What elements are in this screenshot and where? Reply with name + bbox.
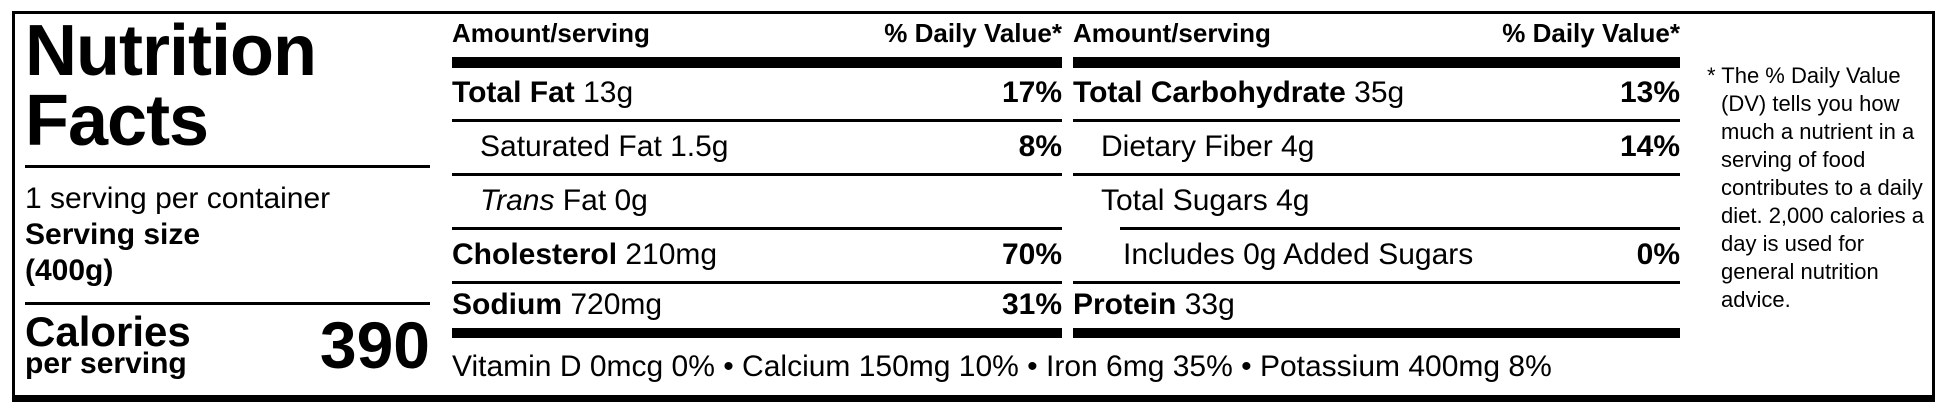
nutrient-row-sodium: Sodium 720mg 31% bbox=[452, 284, 1062, 338]
serving-size-value: (400g) bbox=[25, 254, 114, 287]
calories-sublabel: per serving bbox=[25, 347, 187, 380]
micronutrients-line: Vitamin D 0mcg 0% • Calcium 150mg 10% • … bbox=[452, 350, 1552, 383]
calories-labels: Calories per serving bbox=[25, 308, 191, 380]
nutrient-amount: Total Fat 13g bbox=[452, 75, 634, 109]
calories-row: Calories per serving 390 bbox=[25, 308, 430, 382]
nutrient-amount: Total Carbohydrate 35g bbox=[1073, 75, 1405, 109]
label-left-panel: Nutrition Facts 1 serving per container … bbox=[25, 11, 430, 382]
calories-label: Calories bbox=[25, 308, 191, 355]
nutrient-daily-value: 13% bbox=[1619, 75, 1680, 109]
nutrient-column-2: Amount/serving % Daily Value* Total Carb… bbox=[1073, 14, 1680, 338]
nutrient-daily-value: 70% bbox=[1001, 237, 1062, 271]
nutrient-row-cholesterol: Cholesterol 210mg 70% bbox=[452, 230, 1062, 284]
nutrient-daily-value: 8% bbox=[1018, 129, 1062, 163]
nutrient-daily-value: 31% bbox=[1001, 288, 1062, 321]
nutrient-amount: Trans Fat 0g bbox=[480, 183, 648, 217]
daily-value-header: % Daily Value* bbox=[884, 18, 1062, 48]
nutrient-daily-value: 0% bbox=[1636, 237, 1680, 271]
nutrient-amount: Total Sugars 4g bbox=[1101, 183, 1310, 217]
nutrient-row-saturated-fat: Saturated Fat 1.5g 8% bbox=[452, 122, 1062, 176]
nutrient-amount: Protein 33g bbox=[1073, 288, 1235, 321]
nutrient-amount: Sodium 720mg bbox=[452, 288, 663, 321]
nutrient-amount: Dietary Fiber 4g bbox=[1101, 129, 1315, 163]
nutrient-row-dietary-fiber: Dietary Fiber 4g 14% bbox=[1073, 122, 1680, 176]
nutrient-column-1: Amount/serving % Daily Value* Total Fat … bbox=[452, 14, 1062, 338]
daily-value-header: % Daily Value* bbox=[1502, 18, 1680, 48]
nutrient-row-total-sugars: Total Sugars 4g bbox=[1073, 176, 1680, 227]
nutrient-daily-value: 14% bbox=[1619, 129, 1680, 163]
divider bbox=[25, 302, 430, 305]
nutrient-daily-value: 17% bbox=[1001, 75, 1062, 109]
nutrient-row-added-sugars: Includes 0g Added Sugars 0% bbox=[1073, 230, 1680, 284]
label-title: Nutrition Facts bbox=[25, 11, 317, 161]
nutrition-facts-label: Nutrition Facts 1 serving per container … bbox=[12, 11, 1935, 402]
column-header: Amount/serving % Daily Value* bbox=[1073, 14, 1680, 68]
serving-info: 1 serving per container Serving size (40… bbox=[25, 181, 430, 289]
nutrient-amount: Saturated Fat 1.5g bbox=[480, 129, 729, 163]
nutrient-row-trans-fat: Trans Fat 0g bbox=[452, 176, 1062, 230]
nutrient-amount: Includes 0g Added Sugars bbox=[1123, 237, 1474, 271]
nutrient-row-protein: Protein 33g bbox=[1073, 284, 1680, 338]
nutrient-row-total-fat: Total Fat 13g 17% bbox=[452, 68, 1062, 122]
amount-per-serving-header: Amount/serving bbox=[452, 18, 650, 48]
column-header: Amount/serving % Daily Value* bbox=[452, 14, 1062, 68]
amount-per-serving-header: Amount/serving bbox=[1073, 18, 1271, 48]
calories-value: 390 bbox=[319, 308, 430, 382]
nutrient-amount: Cholesterol 210mg bbox=[452, 237, 718, 271]
indented-divider bbox=[1120, 227, 1680, 230]
divider bbox=[25, 165, 430, 168]
servings-per-container: 1 serving per container bbox=[25, 182, 331, 215]
daily-value-footnote: * The % Daily Value (DV) tells you how m… bbox=[1707, 63, 1925, 312]
serving-size-label: Serving size bbox=[25, 218, 201, 251]
nutrient-row-total-carbohydrate: Total Carbohydrate 35g 13% bbox=[1073, 68, 1680, 122]
